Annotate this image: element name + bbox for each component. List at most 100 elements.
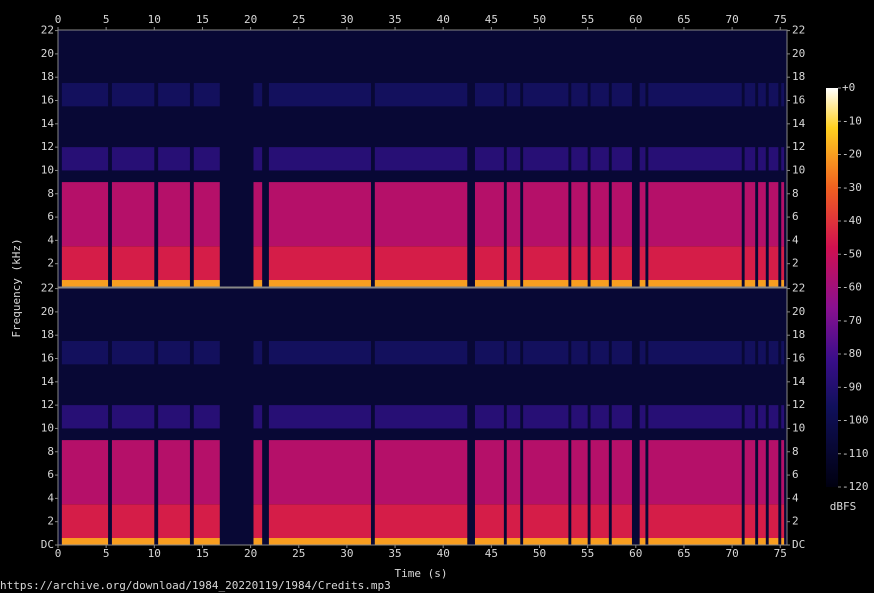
colorbar-tick-label: -40 [842, 214, 862, 227]
x-tick-label: 30 [340, 13, 353, 26]
spectral-band [639, 246, 646, 281]
plot-frame [57, 29, 788, 288]
spectral-band [781, 83, 785, 107]
spectral-band [158, 341, 190, 365]
y-tick-label: 20 [792, 305, 805, 318]
spectral-band [639, 341, 646, 365]
y-tick-label: 12 [792, 398, 805, 411]
spectral-band [744, 147, 756, 171]
spectral-band [648, 538, 742, 545]
y-tick-label: DC [41, 538, 54, 551]
spectral-band [474, 538, 504, 545]
spectral-band [571, 83, 588, 107]
spectral-band [758, 538, 766, 545]
spectral-band [193, 341, 220, 365]
x-tick-label: 45 [485, 13, 498, 26]
spectral-band [474, 440, 504, 505]
spectral-band [639, 83, 646, 107]
spectral-band [648, 405, 742, 429]
colorbar-tick-label: -100 [842, 414, 869, 427]
spectral-band [648, 440, 742, 505]
y-tick-label: 20 [792, 47, 805, 60]
spectral-band [648, 280, 742, 287]
spectral-band [474, 182, 504, 247]
x-tick-label: 0 [55, 13, 62, 26]
y-tick-label: 6 [792, 468, 799, 481]
spectral-band [268, 280, 371, 287]
spectral-band [193, 246, 220, 281]
spectral-band [639, 182, 646, 247]
colorbar-tick-label: -70 [842, 314, 862, 327]
spectral-band [374, 182, 468, 247]
x-tick-label: 70 [725, 547, 738, 560]
spectral-band [768, 405, 779, 429]
spectral-band [590, 504, 609, 539]
y-tick-label: 16 [41, 94, 54, 107]
spectral-band [768, 182, 779, 247]
spectral-band [571, 405, 588, 429]
x-tick-label: 30 [340, 547, 353, 560]
spectral-band [193, 405, 220, 429]
spectral-band [61, 147, 109, 171]
spectral-band [611, 341, 632, 365]
spectral-band [590, 83, 609, 107]
y-tick-label: 6 [47, 468, 54, 481]
x-tick-label: 40 [437, 13, 450, 26]
spectral-band [590, 440, 609, 505]
y-tick-label: 14 [41, 375, 55, 388]
spectral-band [523, 246, 569, 281]
spectral-band [648, 182, 742, 247]
y-tick-label: 18 [41, 70, 54, 83]
x-tick-label: 50 [533, 547, 546, 560]
x-tick-label: 45 [485, 547, 498, 560]
y-tick-label: 12 [41, 140, 54, 153]
spectral-band [648, 341, 742, 365]
spectral-band [611, 182, 632, 247]
y-tick-label: 10 [41, 421, 54, 434]
spectral-band [523, 405, 569, 429]
spectral-band [744, 341, 756, 365]
spectral-band [768, 246, 779, 281]
spectral-band [611, 440, 632, 505]
y-tick-label: 6 [792, 210, 799, 223]
spectral-band [744, 440, 756, 505]
spectral-band [506, 147, 521, 171]
spectral-band [744, 246, 756, 281]
spectral-band [193, 504, 220, 539]
spectral-band [523, 538, 569, 545]
spectral-band [758, 405, 766, 429]
spectral-band [474, 280, 504, 287]
spectral-band [193, 280, 220, 287]
spectral-band [253, 405, 263, 429]
spectral-band [268, 538, 371, 545]
spectral-band [768, 440, 779, 505]
y-tick-label: DC [792, 538, 805, 551]
spectral-band [768, 538, 779, 545]
spectral-band [768, 341, 779, 365]
spectral-band [523, 280, 569, 287]
y-tick-label: 22 [41, 282, 54, 295]
spectral-band [506, 405, 521, 429]
spectral-band [61, 280, 109, 287]
y-tick-label: 4 [792, 491, 799, 504]
spectral-band [268, 246, 371, 281]
y-tick-label: 2 [792, 257, 799, 270]
spectral-band [611, 246, 632, 281]
spectral-band [111, 538, 155, 545]
y-tick-label: 8 [792, 187, 799, 200]
spectral-band [571, 341, 588, 365]
colorbar-tick-label: -10 [842, 114, 862, 127]
spectral-band [611, 83, 632, 107]
spectral-band [111, 341, 155, 365]
y-tick-label: 16 [792, 352, 805, 365]
colorbar-tick-label: -30 [842, 181, 862, 194]
y-tick-label: 18 [792, 328, 805, 341]
spectral-band [374, 538, 468, 545]
spectral-band [590, 246, 609, 281]
y-tick-label: 12 [41, 398, 54, 411]
spectral-band [611, 147, 632, 171]
spectral-band [111, 280, 155, 287]
spectral-band [571, 246, 588, 281]
colorbar-tick-label: -60 [842, 281, 862, 294]
spectral-band [744, 405, 756, 429]
